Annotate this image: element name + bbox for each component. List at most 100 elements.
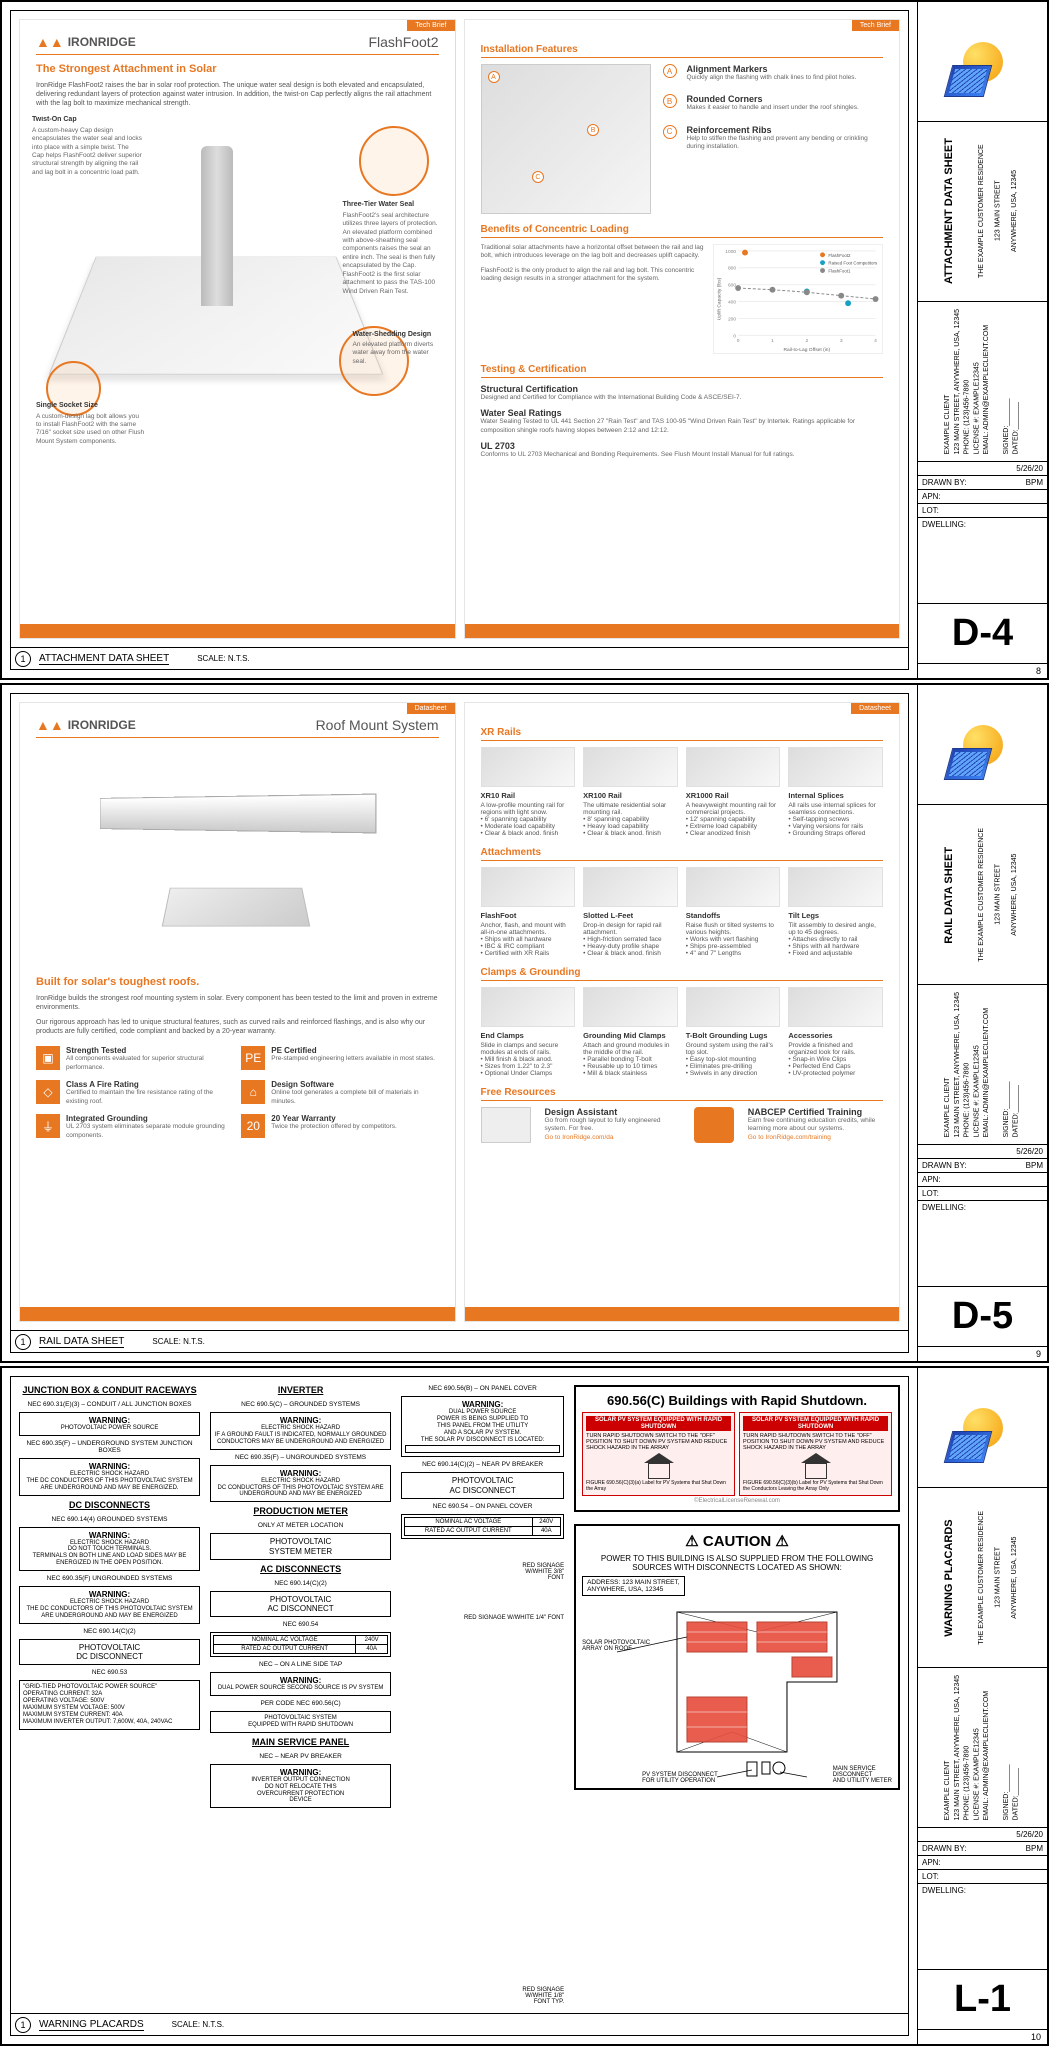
catalog-item: Grounding Mid ClampsAttach and ground mo… [583, 987, 678, 1077]
testing-heading: Testing & Certification [481, 364, 884, 378]
product-thumb [788, 987, 883, 1027]
detail-marker: 1 [15, 2017, 31, 2033]
product-thumb [481, 747, 576, 787]
product-thumb [583, 987, 678, 1027]
msp-heading: MAIN SERVICE PANEL [210, 1737, 391, 1747]
drawing-area: Datasheet ▲▲IRONRIDGE Roof Mount System … [10, 693, 909, 1353]
titleblock: ATTACHMENT DATA SHEETTHE EXAMPLE CUSTOME… [917, 2, 1047, 678]
tab-datasheet-r: Datasheet [851, 703, 899, 714]
ironridge-logo: ▲▲IRONRIDGE [36, 717, 136, 733]
drawing-area: Tech Brief ▲▲IRONRIDGE FlashFoot2 The St… [10, 10, 909, 670]
footer-title: WARNING PLACARDS [39, 2019, 144, 2031]
svg-text:200: 200 [728, 316, 736, 322]
catalog-item: XR100 RailThe ultimate residential solar… [583, 747, 678, 837]
feature-item: ◇Class A Fire RatingCertified to maintai… [36, 1080, 233, 1106]
product-title: Roof Mount System [316, 717, 439, 733]
catalog-item: End ClampsSlide in clamps and secure mod… [481, 987, 576, 1077]
page-number: 9 [918, 1347, 1047, 1361]
product-thumb [481, 867, 576, 907]
feature-icon: ⏚ [36, 1114, 60, 1138]
detail-marker: 1 [15, 651, 31, 667]
junction-heading: JUNCTION BOX & CONDUIT RACEWAYS [19, 1385, 200, 1395]
svg-text:3: 3 [840, 338, 843, 344]
feature-item: ⏚Integrated GroundingUL 2703 system elim… [36, 1114, 233, 1140]
catalog-item: Slotted L-FeetDrop-in design for rapid r… [583, 867, 678, 957]
svg-text:4: 4 [874, 338, 877, 344]
feature-item: 2020 Year WarrantyTwice the protection o… [241, 1114, 438, 1140]
detail-marker: 1 [15, 1334, 31, 1350]
catalog-item: FlashFootAnchor, flash, and mount with a… [481, 867, 576, 957]
svg-text:400: 400 [728, 300, 736, 306]
rapid-label-a: SOLAR PV SYSTEM EQUIPPED WITH RAPID SHUT… [582, 1412, 735, 1496]
product-thumb [686, 867, 781, 907]
col-inverter-ac: INVERTER NEC 690.5(C) – GROUNDED SYSTEMS… [210, 1385, 391, 2005]
col-panel: NEC 690.56(B) – ON PANEL COVER WARNING:D… [401, 1385, 564, 2005]
subtitle: Built for solar's toughest roofs. [36, 976, 439, 988]
footer-title: RAIL DATA SHEET [39, 1336, 124, 1348]
rapid-label-b: SOLAR PV SYSTEM EQUIPPED WITH RAPID SHUT… [739, 1412, 892, 1496]
catalog-item: XR10 RailA low-profile mounting rail for… [481, 747, 576, 837]
tab-techbrief-r: Tech Brief [852, 20, 899, 31]
feature-icon: ◇ [36, 1080, 60, 1104]
titleblock: WARNING PLACARDSTHE EXAMPLE CUSTOMER RES… [917, 1368, 1047, 2044]
sheet-l1: JUNCTION BOX & CONDUIT RACEWAYS NEC 690.… [0, 1366, 1049, 2046]
roofmount-right-page: Datasheet XR Rails XR10 RailA low-profil… [464, 702, 901, 1322]
col-junction-dc: JUNCTION BOX & CONDUIT RACEWAYS NEC 690.… [19, 1385, 200, 2005]
benefits-heading: Benefits of Concentric Loading [481, 224, 884, 238]
product-thumb [788, 747, 883, 787]
rapid-heading: 690.56(C) Buildings with Rapid Shutdown. [582, 1393, 892, 1408]
svg-text:0: 0 [737, 338, 740, 344]
caution-box: ⚠ CAUTION ⚠ POWER TO THIS BUILDING IS AL… [574, 1524, 900, 1790]
caution-heading: ⚠ CAUTION ⚠ [582, 1532, 892, 1550]
catalog-item: XR1000 RailA heavyweight mounting rail f… [686, 747, 781, 837]
svg-text:FlashFoot1: FlashFoot1 [828, 268, 851, 273]
clamps-heading: Clamps & Grounding [481, 967, 884, 981]
svg-text:Raised Foot Competitors: Raised Foot Competitors [828, 261, 878, 266]
rapid-shutdown-box: 690.56(C) Buildings with Rapid Shutdown.… [574, 1385, 900, 1512]
titleblock: RAIL DATA SHEETTHE EXAMPLE CUSTOMER RESI… [917, 685, 1047, 1361]
prod-meter-heading: PRODUCTION METER [210, 1506, 391, 1516]
product-thumb [686, 987, 781, 1027]
svg-text:1: 1 [771, 338, 774, 344]
catalog-item: Tilt LegsTilt assembly to desired angle,… [788, 867, 883, 957]
col-rapid-caution: 690.56(C) Buildings with Rapid Shutdown.… [574, 1385, 900, 2005]
product-thumb [583, 867, 678, 907]
leader-msd: MAIN SERVICE DISCONNECT AND UTILITY METE… [833, 1766, 892, 1784]
laptop-icon [481, 1107, 531, 1143]
page-number: 10 [918, 2030, 1047, 2044]
sheet-code: L-1 [918, 1970, 1047, 2030]
catalog-item: AccessoriesProvide a finished and organi… [788, 987, 883, 1077]
page-number: 8 [918, 664, 1047, 678]
company-logo [918, 2, 1047, 122]
flashfoot-right-page: Tech Brief Installation Features A B C A… [464, 19, 901, 639]
signage-note-red: RED SIGNAGE W/WHITE 3/8" FONT [401, 1563, 564, 1581]
catalog-item: T-Bolt Grounding LugsGround system using… [686, 987, 781, 1077]
address-box: ADDRESS: 123 MAIN STREET, ANYWHERE, USA,… [582, 1576, 684, 1596]
sheet-d4: Tech Brief ▲▲IRONRIDGE FlashFoot2 The St… [0, 0, 1049, 680]
roofmount-left-page: Datasheet ▲▲IRONRIDGE Roof Mount System … [19, 702, 456, 1322]
feature-item: ⌂Design SoftwareOnline tool generates a … [241, 1080, 438, 1106]
clamps-grid: End ClampsSlide in clamps and secure mod… [481, 987, 884, 1077]
leader-array: SOLAR PHOTOVOLTAIC ARRAY ON ROOF [582, 1640, 650, 1652]
sheet-code: D-5 [918, 1287, 1047, 1347]
dc-disconnects-heading: DC DISCONNECTS [19, 1500, 200, 1510]
tab-datasheet: Datasheet [407, 703, 455, 714]
ac-disconnects-heading: AC DISCONNECTS [210, 1564, 391, 1574]
product-thumb [686, 747, 781, 787]
flashfoot-left-page: Tech Brief ▲▲IRONRIDGE FlashFoot2 The St… [19, 19, 456, 639]
product-title: FlashFoot2 [368, 34, 438, 50]
product-thumb [481, 987, 576, 1027]
signage-note-red2: RED SIGNAGE W/WHITE 1/4" FONT [401, 1615, 564, 1621]
feature-grid: ▣Strength TestedAll components evaluated… [36, 1046, 439, 1140]
feature-item: ▣Strength TestedAll components evaluated… [36, 1046, 233, 1072]
flashing-illustration: A B C [481, 64, 651, 214]
attachments-heading: Attachments [481, 847, 884, 861]
svg-text:1000: 1000 [725, 249, 736, 255]
feature-icon: ⌂ [241, 1080, 265, 1104]
sheet-d5: Datasheet ▲▲IRONRIDGE Roof Mount System … [0, 683, 1049, 1363]
svg-text:600: 600 [728, 283, 736, 289]
subtitle: The Strongest Attachment in Solar [36, 63, 439, 75]
flashfoot-illustration: Twist-On CapA custom-heavy Cap design en… [36, 116, 439, 436]
intro-text: IronRidge FlashFoot2 raises the bar in s… [36, 81, 439, 108]
rails-heading: XR Rails [481, 727, 884, 741]
